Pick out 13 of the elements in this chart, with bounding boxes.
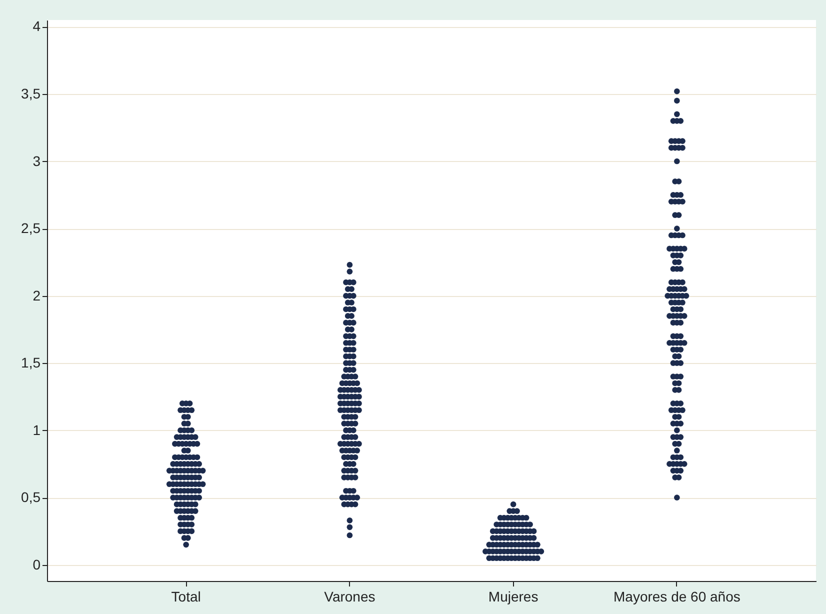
y-tick-label: 2,5 <box>21 220 41 236</box>
y-tick-label: 1 <box>32 422 41 438</box>
x-tick-label: Mujeres <box>488 588 538 604</box>
y-tick-label: 0,5 <box>21 489 41 506</box>
y-tick-label: 3 <box>32 152 41 169</box>
y-tick-label: 2 <box>32 287 41 304</box>
y-tick-label: 3,5 <box>21 85 41 102</box>
y-tick-label: 1,5 <box>21 354 41 371</box>
x-tick-label: Varones <box>324 588 376 604</box>
y-tick-label: 0 <box>32 556 41 572</box>
y-tick-label: 4 <box>32 18 41 34</box>
x-tick-label: Total <box>171 588 201 604</box>
x-tick-label: Mayores de 60 años <box>613 588 740 604</box>
